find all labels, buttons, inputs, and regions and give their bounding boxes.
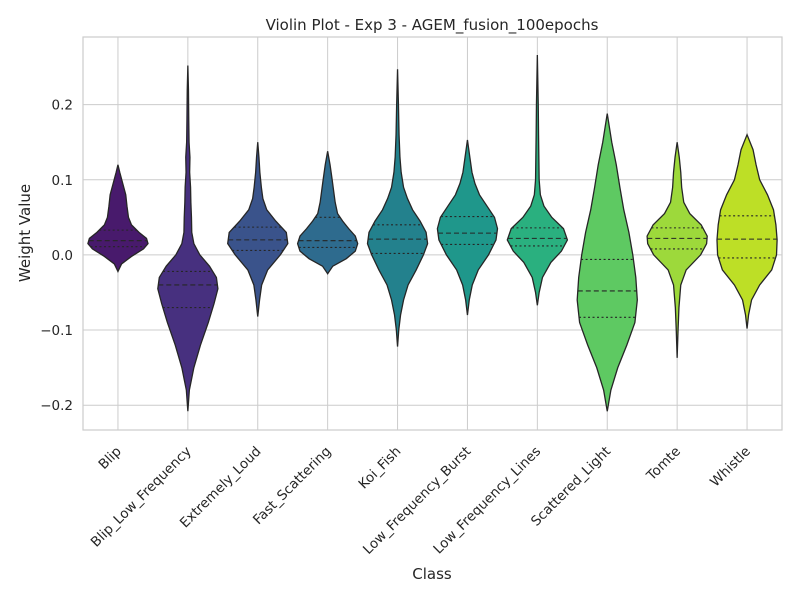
y-tick-label: −0.2 xyxy=(40,398,73,414)
violin-scattered-light xyxy=(576,113,638,412)
y-tick-label: 0.1 xyxy=(52,173,73,189)
x-tick-label: Koi_Fish xyxy=(356,444,405,493)
x-tick-label: Whistle xyxy=(707,444,754,491)
violin-low-frequency-lines xyxy=(506,55,569,306)
y-tick-label: −0.1 xyxy=(40,323,73,339)
violin-body xyxy=(576,113,638,412)
violin-body xyxy=(506,55,569,306)
violin-fast-scattering xyxy=(296,151,359,275)
violin-body xyxy=(366,69,429,347)
y-tick-label: 0.2 xyxy=(52,98,73,114)
violin-blip-low-frequency xyxy=(157,65,219,412)
violin-body xyxy=(646,142,708,358)
x-tick-label: Tomte xyxy=(643,444,684,485)
x-tick-label: Blip xyxy=(96,444,125,473)
violin-low-frequency-burst xyxy=(436,139,499,316)
violin-whistle xyxy=(716,132,778,329)
violin-body xyxy=(87,164,149,273)
y-tick-labels: −0.2 −0.1 0.0 0.1 0.2 xyxy=(40,98,73,415)
violin-blip xyxy=(87,164,149,273)
x-axis-label: Class xyxy=(412,565,452,583)
y-tick-label: 0.0 xyxy=(52,248,73,264)
violin-koi-fish xyxy=(366,69,429,347)
violins xyxy=(87,55,778,412)
y-axis-label: Weight Value xyxy=(16,184,34,282)
violin-body xyxy=(716,132,778,329)
x-tick-labels: BlipBlip_Low_FrequencyExtremely_LoudFast… xyxy=(88,444,754,558)
violin-tomte xyxy=(646,142,708,358)
violin-body xyxy=(227,142,289,317)
violin-body xyxy=(436,139,499,316)
plot-frame xyxy=(82,36,783,431)
chart-title: Violin Plot - Exp 3 - AGEM_fusion_100epo… xyxy=(266,16,599,35)
violin-body xyxy=(296,151,359,275)
violin-body xyxy=(157,65,219,412)
violin-extremely-loud xyxy=(227,142,289,317)
